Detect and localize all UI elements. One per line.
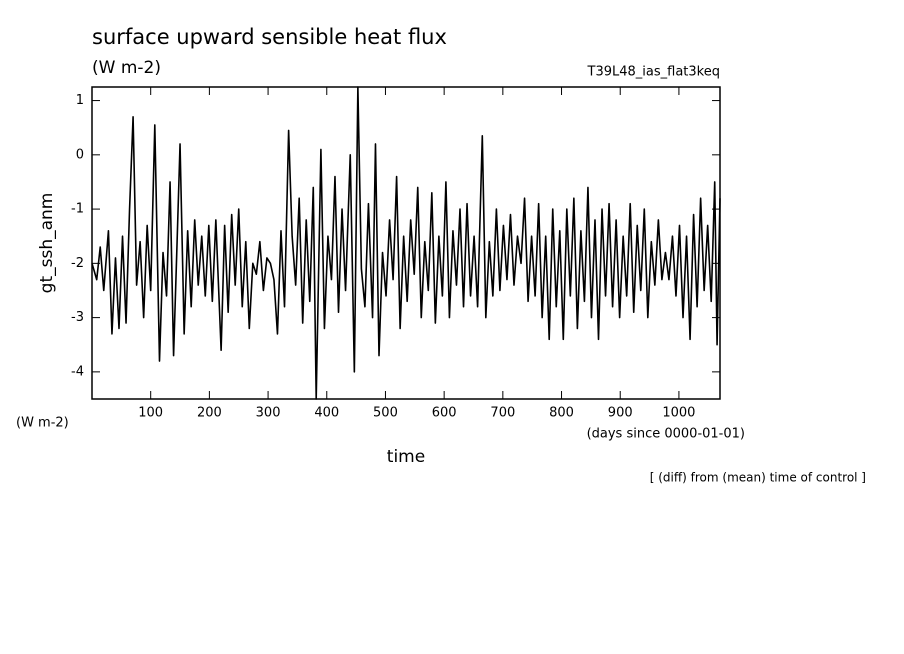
y-axis-label: gt_ssh_anm <box>37 193 57 294</box>
y-tick-label: -4 <box>71 364 84 379</box>
x-units: (days since 0000-01-01) <box>587 427 745 442</box>
x-tick-label: 1000 <box>662 406 695 421</box>
x-tick-label: 300 <box>256 406 281 421</box>
chart-title: surface upward sensible heat flux <box>92 25 447 49</box>
x-tick-label: 500 <box>373 406 398 421</box>
x-tick-label: 200 <box>197 406 222 421</box>
run-name: T39L48_ias_flat3keq <box>587 65 720 80</box>
y-tick-label: 1 <box>76 93 84 108</box>
x-tick-label: 600 <box>432 406 457 421</box>
x-tick-label: 900 <box>608 406 633 421</box>
plot-frame <box>91 86 721 400</box>
x-tick-label: 800 <box>549 406 574 421</box>
x-tick-label: 100 <box>138 406 163 421</box>
x-tick-label: 400 <box>314 406 339 421</box>
x-axis-label: time <box>387 447 425 467</box>
y-tick-label: -2 <box>71 256 84 271</box>
data-line <box>91 86 721 400</box>
title-units: (W m-2) <box>92 58 161 78</box>
y-tick-label: -1 <box>71 202 84 217</box>
y-tick-label: -3 <box>71 310 84 325</box>
note: [ (diff) from (mean) time of control ] <box>650 471 866 485</box>
x-tick-label: 700 <box>490 406 515 421</box>
y-tick-label: 0 <box>76 147 84 162</box>
y-units: (W m-2) <box>16 416 69 431</box>
